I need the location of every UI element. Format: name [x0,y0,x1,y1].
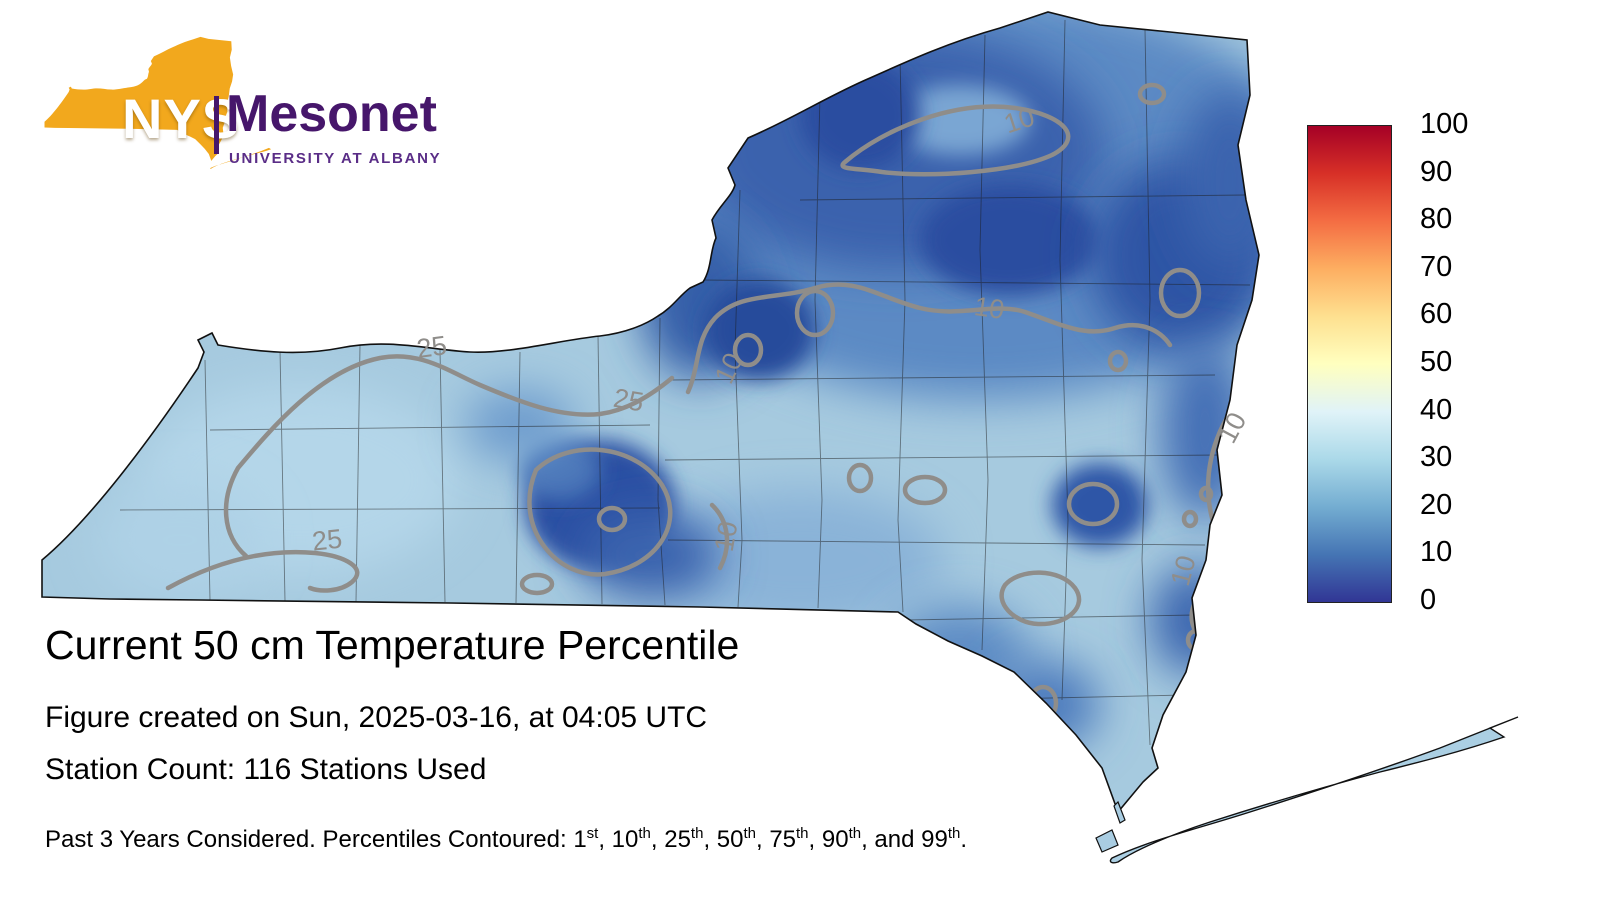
footer-sup: th [947,825,961,842]
figure-title: Current 50 cm Temperature Percentile [45,622,740,668]
colorbar-tick: 20 [1420,488,1453,521]
county-lines [119,19,1251,746]
colorbar-tick: 80 [1420,203,1453,236]
colorbar-tick: 40 [1420,393,1453,426]
footer-text: Past 3 Years Considered. Percentiles Con… [45,826,587,853]
colorbar-tick: 60 [1420,298,1453,331]
colorbar-tick: 30 [1420,441,1453,474]
station-count-line: Station Count: 116 Stations Used [45,753,487,786]
colorbar-gradient [1307,125,1392,603]
footer-sup: th [848,825,862,842]
footer-text: , and 99 [861,826,948,853]
colorbar-tick: 100 [1420,108,1469,140]
logo-nys-text: NYS [122,87,241,150]
logo-mesonet-text: Mesonet [226,85,437,143]
contour-label: 25 [611,383,646,418]
footer-note: Past 3 Years Considered. Percentiles Con… [45,826,967,854]
contour-label: 10 [972,291,1006,325]
figure-created-line: Figure created on Sun, 2025-03-16, at 04… [45,701,708,734]
nys-mesonet-logo: NYS Mesonet UNIVERSITY AT ALBANY [36,8,466,223]
contour-label: 25 [311,524,344,557]
state-outline [41,11,1519,864]
footer-sup: th [743,825,756,842]
footer-text: , 50 [703,826,744,853]
colorbar-tick: 10 [1420,536,1453,569]
colorbar-tick: 50 [1420,345,1453,378]
footer-text: . [960,826,968,853]
colorbar-tick-labels: 100 90 80 70 60 50 40 30 20 10 0 [1420,109,1468,615]
colorbar-tick: 90 [1420,155,1453,188]
contour-label: 25 [415,330,449,364]
footer-text: , 10 [598,826,639,853]
footer-sup: th [796,825,809,842]
colorbar-tick: 70 [1420,250,1453,283]
logo-university-text: UNIVERSITY AT ALBANY [229,150,442,167]
colorbar-tick: 0 [1420,583,1437,616]
contour-label: 10 [709,519,744,554]
footer-sup: th [690,825,704,842]
footer-text: , 75 [755,826,797,853]
footer-text: , 90 [808,826,849,853]
footer-text: , 25 [650,826,691,853]
logo-divider [214,96,219,154]
footer-sup: st [586,825,599,842]
footer-sup: th [638,825,651,842]
